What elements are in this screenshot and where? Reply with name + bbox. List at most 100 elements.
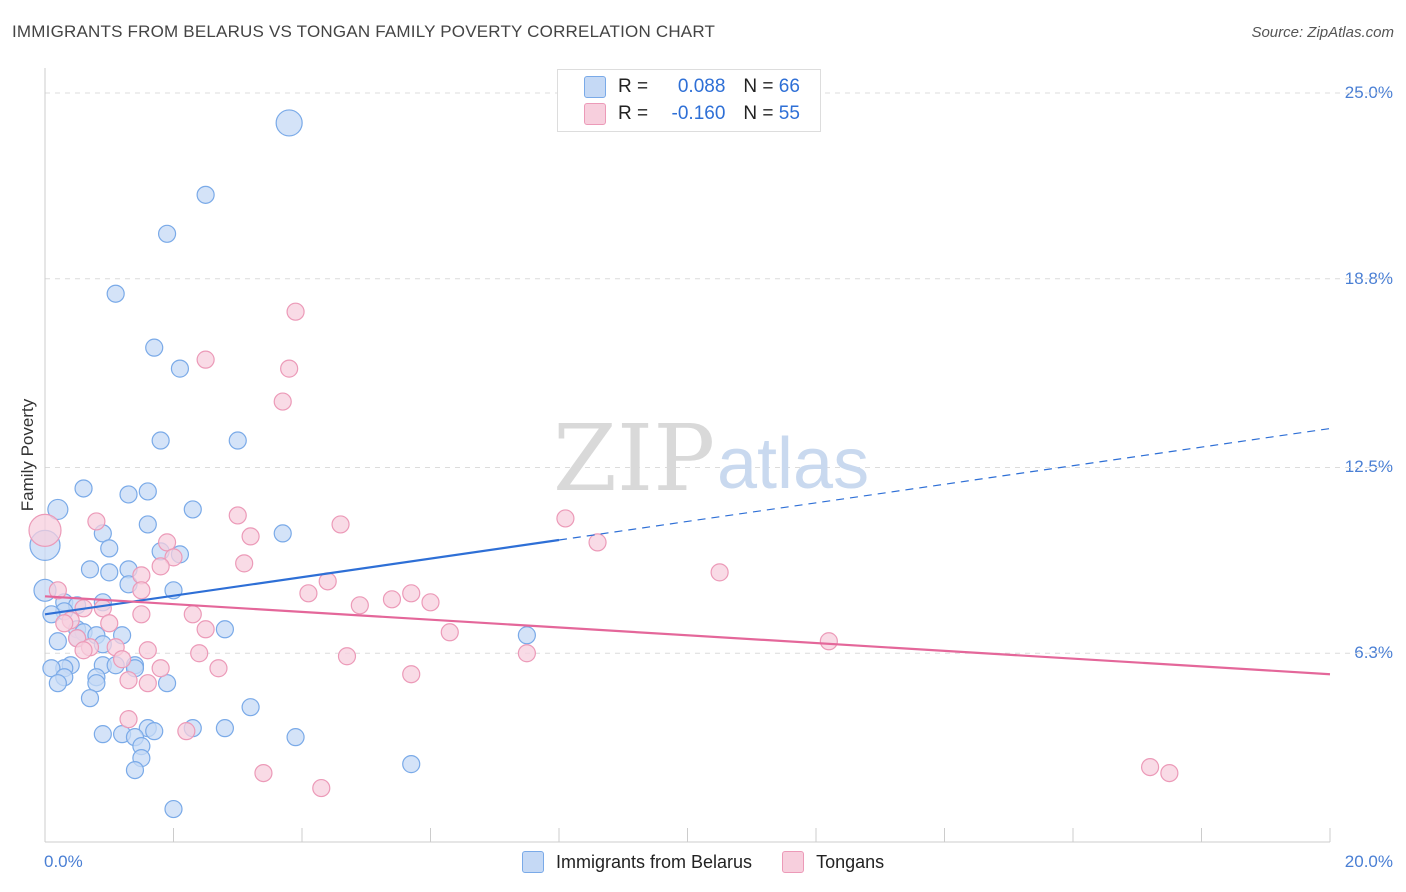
belarus-point	[215, 620, 234, 639]
belarus-point	[157, 224, 177, 243]
belarus-point	[80, 689, 100, 708]
x-tick-label-max: 20.0%	[1344, 852, 1393, 871]
tongans-point	[157, 533, 177, 552]
tongans-point	[286, 302, 305, 321]
tongans-point	[138, 641, 157, 660]
belarus-point	[145, 338, 164, 357]
tongans-point	[183, 605, 202, 624]
tongans-point	[382, 590, 402, 609]
belarus-point	[196, 185, 215, 204]
belarus-point	[93, 725, 112, 744]
legend-label-belarus: Immigrants from Belarus	[556, 851, 753, 872]
tongans-point	[556, 509, 575, 528]
legend-r-label: R =	[618, 103, 649, 124]
tongans-point	[1160, 763, 1179, 783]
belarus-point	[87, 674, 106, 693]
tongans-point	[299, 584, 318, 603]
belarus-trend-line-extension	[558, 427, 1331, 541]
tongans-point	[710, 563, 729, 582]
belarus-point	[74, 479, 93, 498]
legend-n-value: 55	[778, 103, 800, 124]
belarus-point	[145, 722, 164, 741]
tongans-point	[196, 350, 215, 369]
tongans-point	[312, 778, 331, 798]
tongans-point	[440, 623, 459, 642]
legend-item-belarus[interactable]: Immigrants from Belarus	[522, 851, 752, 873]
tongans-point	[48, 581, 67, 600]
tongans-point	[280, 359, 299, 378]
tongans-point	[132, 605, 151, 624]
tongans-point	[119, 710, 138, 729]
tongans-point	[177, 722, 196, 741]
tongans-point	[74, 641, 93, 660]
belarus-point	[157, 674, 177, 693]
belarus-point	[47, 498, 69, 521]
tongans-point	[28, 513, 62, 548]
tongans-point	[119, 671, 138, 690]
belarus-point	[151, 431, 170, 450]
belarus-point	[48, 632, 67, 651]
watermark-atlas: atlas	[717, 424, 869, 504]
tongans-point	[517, 644, 536, 663]
tongans-point	[337, 647, 357, 666]
tongans-point	[209, 659, 228, 678]
watermark-zip: ZIP	[553, 405, 715, 512]
tongans-point	[151, 659, 170, 678]
legend-n-label: N =	[743, 103, 774, 124]
tongans-point	[87, 512, 106, 531]
legend-n-value: 66	[778, 76, 800, 97]
tongans-point	[196, 620, 215, 639]
source-label: Source: ZipAtlas.com	[1251, 24, 1394, 41]
belarus-point	[119, 485, 138, 504]
tongans-point	[151, 557, 170, 576]
belarus-point	[286, 728, 305, 747]
tongans-point	[421, 593, 440, 612]
legend-row-belarus: R = 0.088 N = 66	[584, 75, 800, 99]
tongans-point	[100, 614, 119, 633]
tongans-point	[138, 674, 157, 693]
belarus-point	[48, 674, 67, 693]
belarus-point	[42, 659, 61, 678]
tongans-point	[350, 596, 369, 615]
belarus-point	[100, 563, 119, 582]
belarus-point	[183, 500, 202, 519]
tongans-point	[331, 515, 350, 534]
belarus-point	[273, 524, 292, 543]
belarus-point	[80, 560, 100, 579]
x-tick-label-min: 0.0%	[44, 852, 83, 871]
legend-label-tongans: Tongans	[816, 851, 885, 872]
legend-row-tongans: R = -0.160 N = 55	[584, 102, 800, 126]
belarus-point	[402, 755, 421, 774]
legend-swatch-belarus	[522, 851, 544, 873]
y-tick-label: 12.5%	[1344, 457, 1393, 477]
tongans-point	[819, 632, 838, 651]
y-tick-label: 25.0%	[1344, 82, 1393, 102]
belarus-point	[125, 760, 145, 780]
legend-swatch-tongans	[782, 851, 805, 873]
belarus-point	[138, 482, 157, 501]
tongans-point	[273, 392, 292, 411]
tongans-point	[241, 527, 260, 546]
belarus-point	[228, 431, 247, 450]
y-tick-label: 18.8%	[1344, 268, 1393, 288]
tongans-point	[164, 548, 183, 567]
tongans-point	[112, 650, 132, 669]
belarus-point	[100, 539, 119, 558]
legend-r-label: R =	[618, 76, 649, 97]
belarus-point	[241, 698, 260, 717]
belarus-point	[164, 799, 183, 819]
legend-r-value: 0.088	[677, 76, 726, 97]
tongans-point	[132, 581, 151, 600]
tongans-point	[402, 665, 421, 684]
legend-item-tongans[interactable]: Tongans	[782, 851, 884, 873]
tongans-point	[228, 506, 247, 525]
belarus-point	[106, 284, 125, 303]
stats-legend: R = 0.088 N = 66 R = -0.160 N = 55	[557, 69, 821, 132]
tongans-point	[254, 763, 273, 783]
tongans-point	[588, 533, 607, 552]
belarus-trend-line	[44, 538, 560, 616]
tongans-point	[235, 554, 254, 573]
legend-swatch-belarus	[584, 76, 606, 98]
belarus-point	[215, 719, 234, 738]
